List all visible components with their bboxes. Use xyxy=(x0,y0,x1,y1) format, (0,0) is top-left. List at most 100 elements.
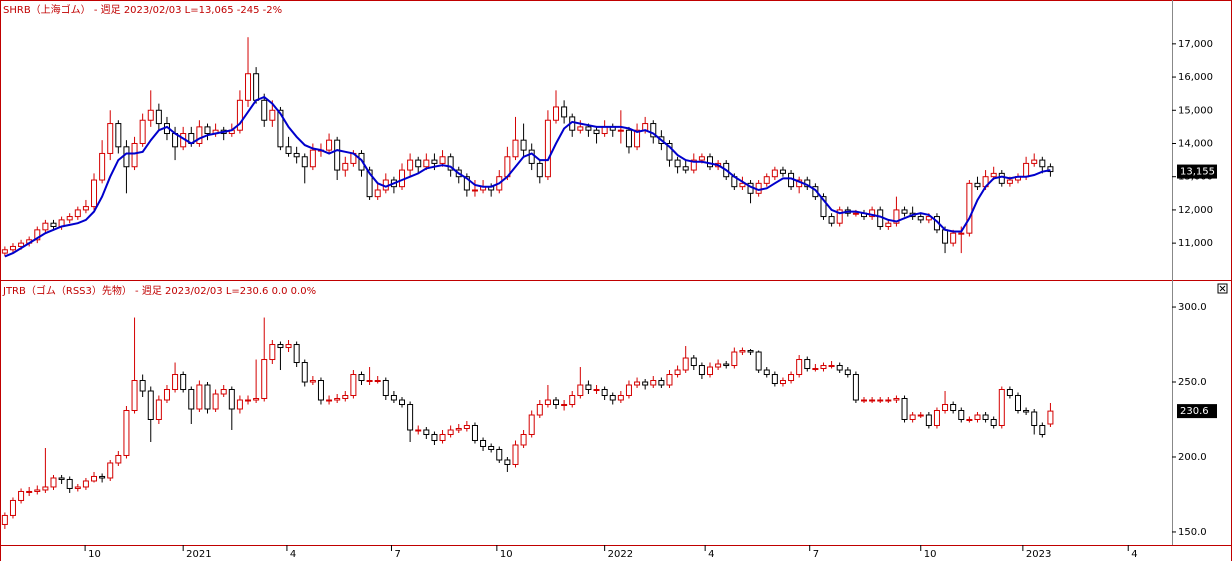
candle-body xyxy=(358,374,365,382)
candle-body xyxy=(253,398,260,401)
candle-body xyxy=(1031,159,1038,164)
candle-body xyxy=(99,475,106,479)
candle-body xyxy=(512,444,519,465)
candle-body xyxy=(974,182,981,188)
candle-body xyxy=(382,380,389,397)
candle-body xyxy=(236,99,243,131)
candle-body xyxy=(293,344,300,364)
candle-body xyxy=(123,146,130,168)
candle-body xyxy=(1,249,8,254)
candle-body xyxy=(1015,395,1022,412)
candle-body xyxy=(828,216,835,224)
candle-body xyxy=(1031,411,1038,426)
candle-body xyxy=(115,123,122,148)
candle-body xyxy=(852,212,859,215)
candle-body xyxy=(261,99,268,121)
candle-body xyxy=(536,404,543,416)
candle-body xyxy=(326,399,333,402)
candle-body xyxy=(577,384,584,397)
candle-body xyxy=(131,380,138,412)
x-tick-label: 10 xyxy=(500,549,513,560)
candle-body xyxy=(901,209,908,214)
candle-body xyxy=(317,380,324,401)
x-tick-label: 10 xyxy=(924,549,937,560)
x-tick-label: 4 xyxy=(1131,549,1137,560)
candle-body xyxy=(82,480,89,488)
close-icon[interactable] xyxy=(1219,285,1226,292)
candle-body xyxy=(917,216,924,221)
candle-body xyxy=(528,149,535,164)
candle-body xyxy=(350,374,357,397)
candle-body xyxy=(893,398,900,401)
candle-body xyxy=(690,159,697,171)
candle-body xyxy=(966,418,973,421)
candle-body xyxy=(26,490,33,493)
candle-body xyxy=(1006,179,1013,184)
candle-body xyxy=(998,389,1005,426)
candle-body xyxy=(439,433,446,441)
candle-body xyxy=(123,410,130,456)
close-button[interactable] xyxy=(1217,283,1228,294)
candle-body xyxy=(739,182,746,188)
candle-body xyxy=(18,490,25,501)
candle-body xyxy=(593,389,600,392)
candle-body xyxy=(771,374,778,385)
candle-body xyxy=(779,380,786,385)
candle-body xyxy=(488,445,495,450)
candle-body xyxy=(585,384,592,391)
candle-body xyxy=(1,514,8,525)
candle-body xyxy=(439,156,446,164)
candle-body xyxy=(796,359,803,376)
candle-body xyxy=(407,404,414,431)
x-tick-label: 7 xyxy=(813,549,819,560)
candle-body xyxy=(431,433,438,441)
candle-body xyxy=(698,156,705,161)
candle-body xyxy=(269,344,276,361)
candle-body xyxy=(836,365,843,371)
candle-body xyxy=(423,159,430,168)
candle-body xyxy=(674,159,681,168)
candle-body xyxy=(674,369,681,376)
candle-body xyxy=(277,109,284,148)
candle-body xyxy=(779,169,786,174)
candle-body xyxy=(253,73,260,101)
y-tick-label: 200.0 xyxy=(1178,452,1207,463)
candle-body xyxy=(74,209,81,218)
candle-body xyxy=(115,454,122,464)
candle-body xyxy=(877,399,884,402)
candle-body xyxy=(625,129,632,148)
candle-body xyxy=(285,146,292,154)
candle-body xyxy=(958,232,965,235)
candle-body xyxy=(731,351,738,367)
candle-body xyxy=(861,399,868,402)
candle-body xyxy=(755,351,762,371)
candle-body xyxy=(901,398,908,420)
candle-body xyxy=(496,448,503,461)
candle-body xyxy=(455,427,462,431)
candle-body xyxy=(585,126,592,131)
candle-body xyxy=(569,395,576,406)
candle-body xyxy=(374,189,381,198)
y-tick-label: 15,000 xyxy=(1178,105,1213,116)
candle-body xyxy=(269,109,276,121)
candle-body xyxy=(788,374,795,382)
candle-body xyxy=(998,172,1005,184)
candle-body xyxy=(593,129,600,135)
candle-body xyxy=(682,357,689,371)
x-tick-label: 2022 xyxy=(608,549,633,560)
candle-body xyxy=(1047,410,1054,425)
candle-body xyxy=(293,152,300,158)
candle-body xyxy=(520,433,527,446)
candle-body xyxy=(139,380,146,392)
candle-body xyxy=(739,350,746,353)
candle-body xyxy=(925,414,932,426)
candle-body xyxy=(415,159,422,168)
candle-body xyxy=(18,242,25,247)
candle-body xyxy=(204,126,211,135)
candle-body xyxy=(163,389,170,401)
candle-body xyxy=(50,477,57,488)
candle-body xyxy=(147,390,154,420)
candle-body xyxy=(950,404,957,412)
y-tick-label: 12,000 xyxy=(1178,205,1213,216)
